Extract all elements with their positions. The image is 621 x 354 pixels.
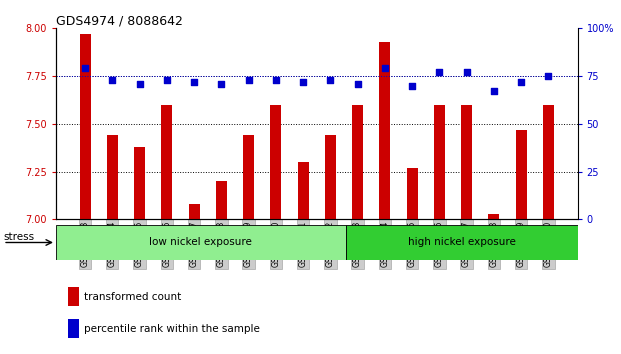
Bar <box>216 181 227 219</box>
Text: low nickel exposure: low nickel exposure <box>150 238 252 247</box>
Bar <box>434 105 445 219</box>
Point <box>543 73 553 79</box>
Point <box>298 79 308 85</box>
Bar <box>243 135 254 219</box>
Bar <box>189 204 199 219</box>
Point <box>407 83 417 88</box>
Bar <box>488 214 499 219</box>
Bar <box>407 168 417 219</box>
Bar <box>515 130 527 219</box>
Point <box>162 77 172 83</box>
Point <box>434 69 444 75</box>
Bar <box>325 135 336 219</box>
Point <box>380 65 390 71</box>
Bar <box>134 147 145 219</box>
Bar <box>346 225 578 260</box>
Text: transformed count: transformed count <box>84 292 181 302</box>
Point <box>489 88 499 94</box>
Bar <box>107 135 118 219</box>
Bar <box>543 105 554 219</box>
Bar <box>379 42 390 219</box>
Point <box>216 81 226 87</box>
Point <box>80 65 90 71</box>
Bar <box>56 225 346 260</box>
Point <box>516 79 526 85</box>
Bar <box>352 105 363 219</box>
Point <box>135 81 145 87</box>
Text: GDS4974 / 8088642: GDS4974 / 8088642 <box>56 14 183 27</box>
Bar <box>161 105 172 219</box>
Point <box>325 77 335 83</box>
Bar <box>270 105 281 219</box>
Text: stress: stress <box>3 232 34 242</box>
Text: percentile rank within the sample: percentile rank within the sample <box>84 324 260 333</box>
Point <box>271 77 281 83</box>
Text: high nickel exposure: high nickel exposure <box>407 238 515 247</box>
Point <box>189 79 199 85</box>
Bar <box>79 34 91 219</box>
Point <box>243 77 253 83</box>
Bar <box>461 105 472 219</box>
Bar <box>297 162 309 219</box>
Point <box>353 81 363 87</box>
Point <box>107 77 117 83</box>
Point <box>461 69 471 75</box>
